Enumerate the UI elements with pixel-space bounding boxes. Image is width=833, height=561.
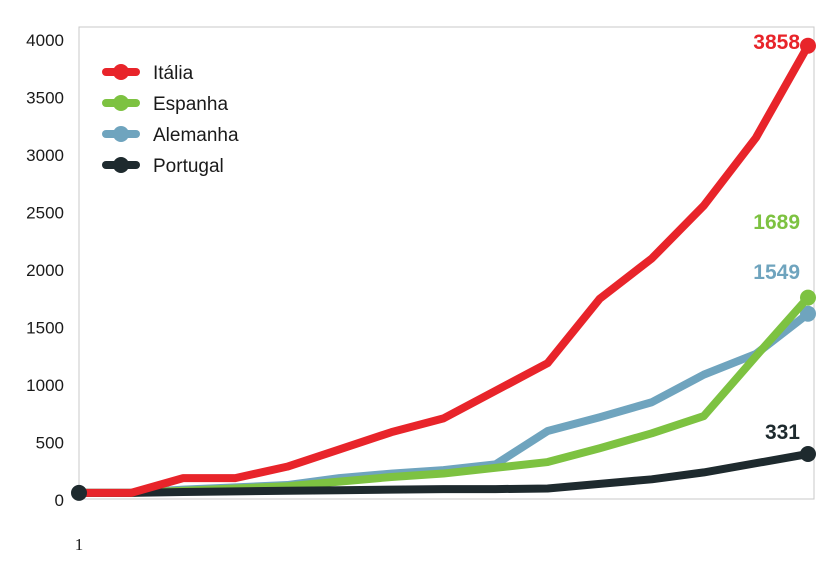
legend-item: Itália: [102, 63, 194, 84]
plot-frame: [78, 26, 815, 500]
legend-swatch-dot: [113, 126, 129, 142]
series-lines: [71, 37, 816, 501]
y-tick-label: 1500: [26, 319, 64, 338]
series-end-marker-portugal: [800, 446, 816, 462]
end-value-label: 1689: [753, 211, 800, 234]
series-end-marker-alemanha: [800, 305, 816, 322]
legend-label: Portugal: [153, 156, 224, 177]
end-value-label: 1549: [753, 261, 800, 284]
y-tick-label: 2500: [26, 204, 64, 223]
y-tick-label: 1000: [26, 376, 64, 395]
series-end-marker-italia: [800, 37, 816, 54]
y-tick-label: 0: [55, 491, 64, 510]
legend-item: Espanha: [102, 94, 228, 115]
y-tick-label: 3500: [26, 89, 64, 108]
end-value-label: 331: [765, 421, 800, 444]
series-line-italia: [75, 41, 812, 497]
legend-swatch-dot: [113, 95, 129, 111]
series-end-marker-espanha: [800, 289, 816, 306]
legend-item: Portugal: [102, 156, 224, 177]
legend-item: Alemanha: [102, 125, 239, 146]
y-tick-label: 2000: [26, 261, 64, 280]
legend-swatch-dot: [113, 157, 129, 173]
y-axis-ticks: 0 500 1000 1500 2000 2500 3000 3500 4000: [26, 31, 64, 510]
y-tick-label: 500: [36, 434, 64, 453]
y-tick-label: 4000: [26, 31, 64, 50]
end-labels: 3858 1689 1549 331: [753, 31, 800, 444]
legend-label: Alemanha: [153, 125, 239, 146]
legend-label: Itália: [153, 63, 194, 84]
x-tick-label: 1: [75, 535, 84, 554]
legend-label: Espanha: [153, 94, 228, 115]
legend: Itália Espanha Alemanha Portugal: [102, 63, 239, 177]
x-axis-ticks: 1: [75, 535, 84, 554]
legend-swatch-dot: [113, 64, 129, 80]
series-line-portugal: [75, 450, 812, 497]
end-value-label: 3858: [753, 31, 800, 54]
series-start-marker: [71, 484, 87, 501]
series-line-espanha: [75, 293, 812, 497]
y-tick-label: 3000: [26, 146, 64, 165]
series-line-alemanha: [75, 309, 812, 497]
